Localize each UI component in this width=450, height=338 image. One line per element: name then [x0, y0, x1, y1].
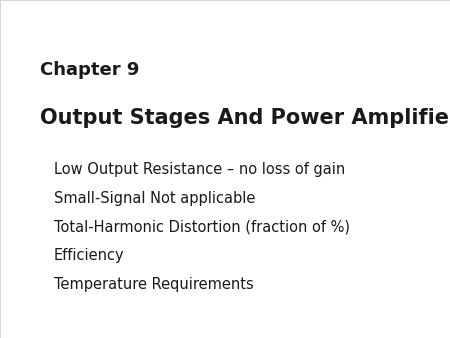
Text: Temperature Requirements: Temperature Requirements: [54, 277, 254, 292]
Text: Output Stages And Power Amplifiers: Output Stages And Power Amplifiers: [40, 108, 450, 128]
Text: Small-Signal Not applicable: Small-Signal Not applicable: [54, 191, 256, 206]
Text: Chapter 9: Chapter 9: [40, 61, 140, 79]
Text: Low Output Resistance – no loss of gain: Low Output Resistance – no loss of gain: [54, 162, 345, 177]
Text: Efficiency: Efficiency: [54, 248, 125, 263]
Text: Total-Harmonic Distortion (fraction of %): Total-Harmonic Distortion (fraction of %…: [54, 220, 350, 235]
